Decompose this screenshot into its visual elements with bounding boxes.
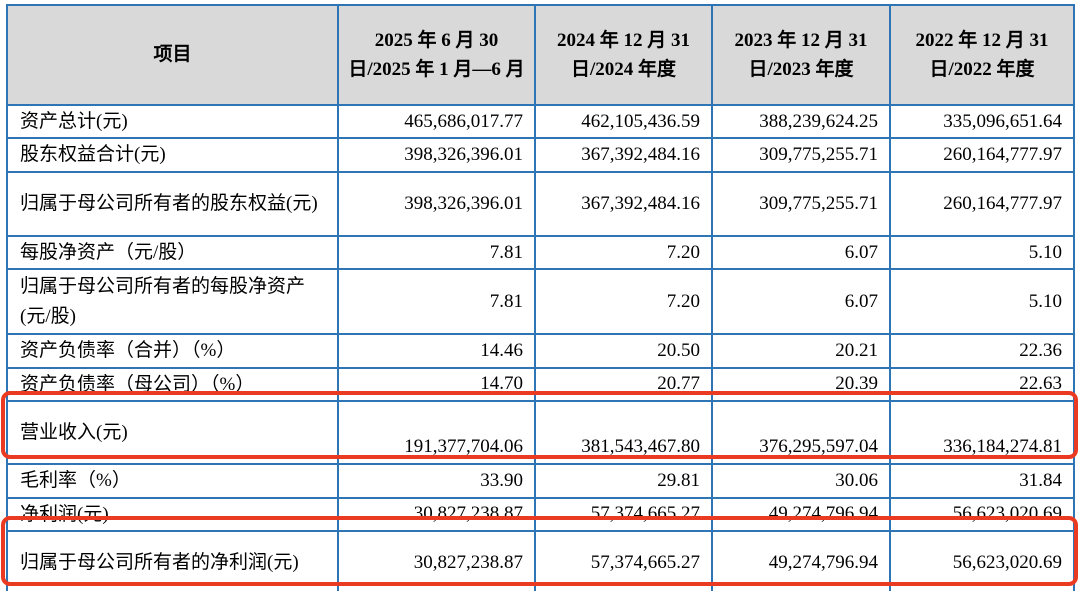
column-header-period-4: 2022 年 12 月 31 日/2022 年度 — [889, 4, 1075, 106]
cell-value: 31.84 — [889, 463, 1075, 499]
cell-value: 260,164,777.97 — [889, 137, 1075, 173]
row-label: 股东权益合计(元) — [6, 137, 339, 173]
cell-value: 20.50 — [534, 333, 713, 369]
row-label: 归属于母公司所有者的每股净资产(元/股) — [6, 268, 339, 336]
cell-value: 49,274,796.94 — [711, 496, 891, 533]
row-label: 资产总计(元) — [6, 103, 339, 140]
cell-value: 22.36 — [889, 333, 1075, 369]
row-label: 资产负债率（合并）（%） — [6, 333, 339, 369]
cell-value: 14.46 — [337, 333, 536, 369]
cell-value: 30.06 — [711, 463, 891, 499]
cell-value: 462,105,436.59 — [534, 103, 713, 140]
table-row: 归属于母公司所有者的净利润(元) 30,827,238.87 57,374,665.… — [6, 530, 1075, 591]
column-header-period-1: 2025 年 6 月 30 日/2025 年 1 月—6 月 — [337, 4, 536, 106]
row-label: 营业收入(元) — [6, 400, 339, 466]
table-row: 资产负债率（合并）（%） 14.46 20.50 20.21 22.36 — [6, 333, 1075, 369]
column-header-period-2: 2024 年 12 月 31 日/2024 年度 — [534, 4, 713, 106]
table-row: 毛利率（%） 33.90 29.81 30.06 31.84 — [6, 463, 1075, 499]
cell-value: 336,184,274.81 — [889, 400, 1075, 466]
table-row: 每股净资产（元/股） 7.81 7.20 6.07 5.10 — [6, 234, 1075, 271]
column-header-item: 项目 — [6, 4, 339, 106]
table-row: 净利润(元) 30,827,238.87 57,374,665.27 49,274,7… — [6, 496, 1075, 533]
cell-value: 30,827,238.87 — [337, 530, 536, 591]
table-row: 归属于母公司所有者的股东权益(元) 398,326,396.01 367,392,4… — [6, 170, 1075, 237]
cell-value: 33.90 — [337, 463, 536, 499]
cell-value: 260,164,777.97 — [889, 170, 1075, 237]
cell-value: 6.07 — [711, 268, 891, 336]
cell-value: 191,377,704.06 — [337, 400, 536, 466]
cell-value: 56,623,020.69 — [889, 496, 1075, 533]
cell-value: 376,295,597.04 — [711, 400, 891, 466]
cell-value: 7.81 — [337, 234, 536, 271]
cell-value: 30,827,238.87 — [337, 496, 536, 533]
cell-value: 57,374,665.27 — [534, 496, 713, 533]
cell-value: 20.77 — [534, 366, 713, 403]
cell-value: 381,543,467.80 — [534, 400, 713, 466]
cell-value: 398,326,396.01 — [337, 170, 536, 237]
cell-value: 388,239,624.25 — [711, 103, 891, 140]
row-label: 毛利率（%） — [6, 463, 339, 499]
cell-value: 398,326,396.01 — [337, 137, 536, 173]
cell-value: 20.21 — [711, 333, 891, 369]
cell-value: 367,392,484.16 — [534, 137, 713, 173]
cell-value: 367,392,484.16 — [534, 170, 713, 237]
cell-value: 56,623,020.69 — [889, 530, 1075, 591]
cell-value: 22.63 — [889, 366, 1075, 403]
cell-value: 7.20 — [534, 268, 713, 336]
row-label: 每股净资产（元/股） — [6, 234, 339, 271]
cell-value: 309,775,255.71 — [711, 137, 891, 173]
cell-value: 309,775,255.71 — [711, 170, 891, 237]
cell-value: 20.39 — [711, 366, 891, 403]
cell-value: 5.10 — [889, 268, 1075, 336]
cell-value: 14.70 — [337, 366, 536, 403]
financial-summary-table: 项目 2025 年 6 月 30 日/2025 年 1 月—6 月 2024 年 1… — [6, 4, 1075, 591]
cell-value: 49,274,796.94 — [711, 530, 891, 591]
row-label: 归属于母公司所有者的净利润(元) — [6, 530, 339, 591]
cell-value: 5.10 — [889, 234, 1075, 271]
cell-value: 6.07 — [711, 234, 891, 271]
cell-value: 465,686,017.77 — [337, 103, 536, 140]
cell-value: 57,374,665.27 — [534, 530, 713, 591]
table-row: 资产总计(元) 465,686,017.77 462,105,436.59 388,2… — [6, 103, 1075, 140]
cell-value: 29.81 — [534, 463, 713, 499]
table-header-row: 项目 2025 年 6 月 30 日/2025 年 1 月—6 月 2024 年 1… — [6, 4, 1075, 106]
table-row: 营业收入(元) 191,377,704.06 381,543,467.80 376,2… — [6, 400, 1075, 466]
cell-value: 7.81 — [337, 268, 536, 336]
table-row: 归属于母公司所有者的每股净资产(元/股) 7.81 7.20 6.07 5.10 — [6, 268, 1075, 336]
row-label: 资产负债率（母公司）（%） — [6, 366, 339, 403]
cell-value: 7.20 — [534, 234, 713, 271]
table-row: 资产负债率（母公司）（%） 14.70 20.77 20.39 22.63 — [6, 366, 1075, 403]
table-row: 股东权益合计(元) 398,326,396.01 367,392,484.16 309… — [6, 137, 1075, 173]
cell-value: 335,096,651.64 — [889, 103, 1075, 140]
row-label: 归属于母公司所有者的股东权益(元) — [6, 170, 339, 237]
row-label: 净利润(元) — [6, 496, 339, 533]
column-header-period-3: 2023 年 12 月 31 日/2023 年度 — [711, 4, 891, 106]
